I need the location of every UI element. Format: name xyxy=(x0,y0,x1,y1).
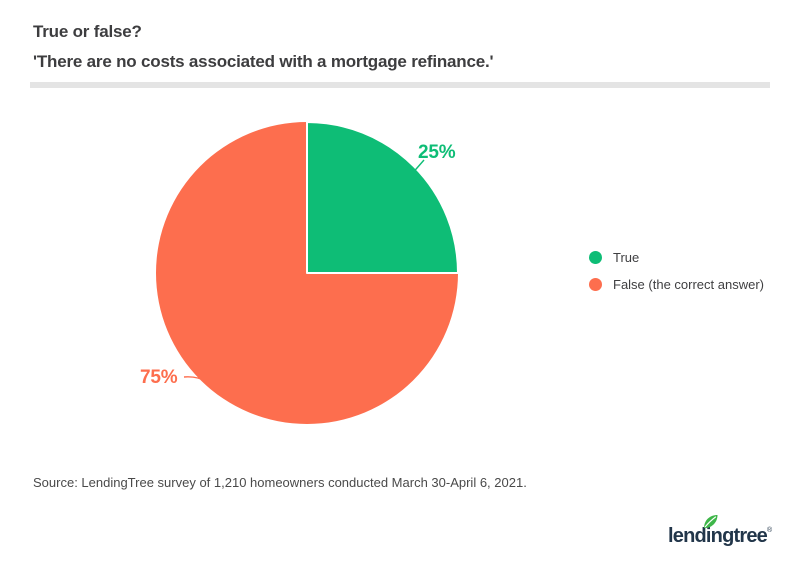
legend-swatch-true-icon xyxy=(589,251,602,264)
registered-trademark-symbol: ® xyxy=(767,527,773,534)
chart-title-line2: 'There are no costs associated with a mo… xyxy=(33,52,494,71)
leader-line-true xyxy=(409,159,425,177)
legend-swatch-false-icon xyxy=(589,278,602,291)
lendingtree-logo: lendingtree® xyxy=(668,515,773,552)
pie-slice-true xyxy=(306,121,459,274)
slice-value-label-true: 25% xyxy=(418,142,456,163)
source-note: Source: LendingTree survey of 1,210 home… xyxy=(33,475,527,490)
chart-title-line1: True or false? xyxy=(33,22,142,41)
chart-legend: True False (the correct answer) xyxy=(589,249,764,293)
legend-item-true: True xyxy=(589,249,764,266)
legend-label-false: False (the correct answer) xyxy=(613,277,764,292)
slice-value-label-false: 75% xyxy=(140,367,178,388)
title-divider xyxy=(30,82,770,88)
logo-wordmark: lendingtree xyxy=(668,525,768,547)
leader-line-false xyxy=(183,376,208,383)
leaf-icon xyxy=(704,515,718,529)
legend-item-false: False (the correct answer) xyxy=(589,276,764,293)
legend-label-true: True xyxy=(613,250,640,265)
